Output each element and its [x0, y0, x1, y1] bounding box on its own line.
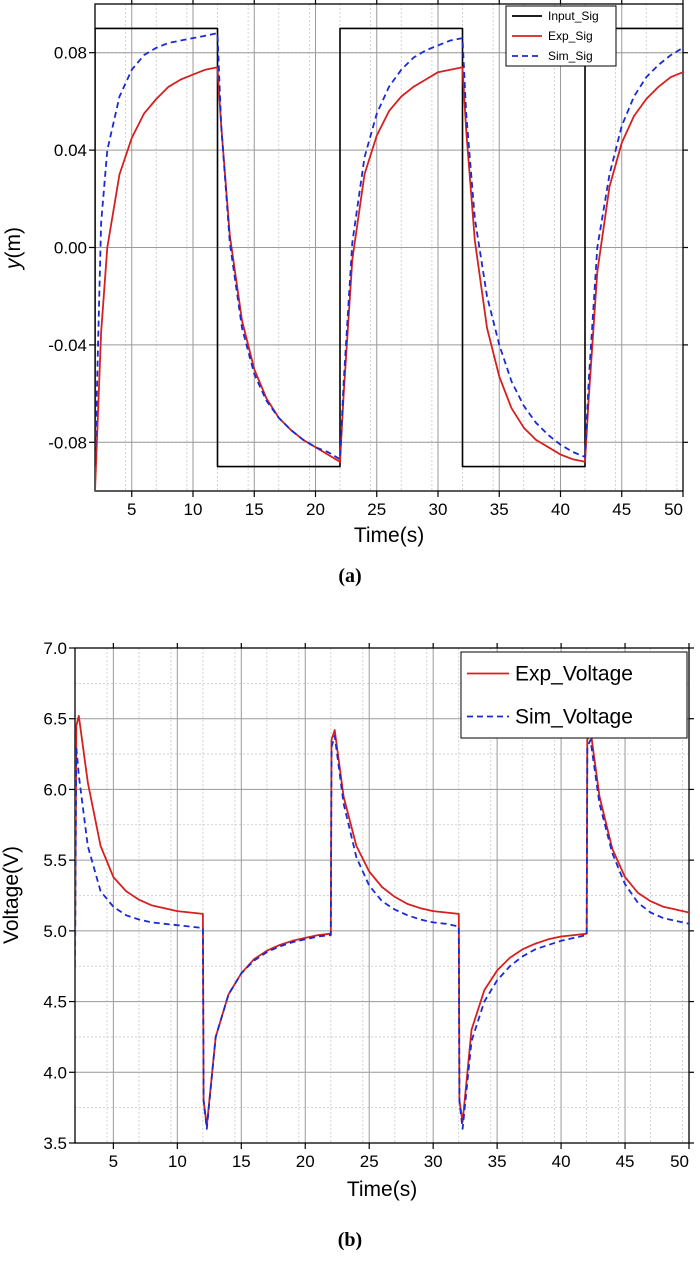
legend-label: Sim_Voltage	[515, 706, 633, 729]
series-line-input-sig	[95, 27, 683, 468]
y-tick-label: 0.00	[54, 239, 87, 258]
x-tick-label: 30	[424, 1152, 443, 1171]
legend: Exp_Voltage Sim_Voltage	[460, 651, 688, 739]
x-axis-title: Time(s)	[347, 1178, 417, 1201]
y-tick-label: 4.0	[43, 1063, 67, 1082]
chart-panel-a: 5 10 15 20 25 30 35 40 45 50 -0.08 -0.04 0.00 0.04 0.0…	[2, 0, 688, 587]
legend-label: Exp_Sig	[548, 29, 593, 43]
x-tick-label: 15	[245, 500, 264, 519]
series-line-sim-voltage	[75, 734, 689, 1130]
x-tick-label: 35	[490, 500, 509, 519]
y-axis-title-var: y	[2, 257, 25, 271]
x-tick-label: 45	[612, 500, 631, 519]
x-tick-label: 5	[109, 1152, 118, 1171]
y-tick-label: 0.04	[54, 141, 87, 160]
series-line-exp-voltage	[75, 715, 689, 1127]
x-tick-label: 30	[429, 500, 448, 519]
y-tick-label: 0.08	[54, 44, 87, 63]
legend: Input_Sig Exp_Sig Sim_Sig	[505, 5, 617, 67]
y-tick-label: 3.5	[43, 1134, 67, 1153]
series-line-sim-sig	[95, 32, 683, 467]
x-tick-label: 10	[168, 1152, 187, 1171]
series-group	[75, 715, 689, 1130]
y-tick-label: 4.5	[43, 993, 67, 1012]
series-line-exp-sig	[95, 66, 683, 491]
legend-box	[460, 651, 688, 739]
x-tick-label: 15	[232, 1152, 251, 1171]
x-tick-label: 50	[670, 1152, 689, 1171]
legend-label: Exp_Voltage	[515, 663, 633, 686]
y-tick-label: -0.08	[48, 433, 87, 452]
x-tick-label: 10	[184, 500, 203, 519]
y-tick-label: 6.5	[43, 710, 67, 729]
legend-label: Input_Sig	[548, 9, 599, 23]
panel-label: (b)	[338, 1229, 362, 1251]
y-tick-label: 7.0	[43, 639, 67, 658]
x-tick-label: 40	[551, 500, 570, 519]
y-axis-title: Voltage(V)	[0, 846, 23, 944]
x-tick-label: 25	[367, 500, 386, 519]
x-tick-label: 20	[306, 500, 325, 519]
x-tick-label: 20	[296, 1152, 315, 1171]
y-tick-label: -0.04	[48, 336, 87, 355]
x-tick-label: 5	[127, 500, 136, 519]
panel-label: (a)	[338, 565, 361, 587]
chart-panel-b: 5 10 15 20 25 30 35 40 45 50 3.5 4.0 4.5 5.0 5.5 6.0 6.5…	[0, 639, 694, 1251]
x-tick-label: 40	[552, 1152, 571, 1171]
y-tick-label: 6.0	[43, 780, 67, 799]
x-tick-label: 25	[360, 1152, 379, 1171]
y-tick-label: 5.0	[43, 922, 67, 941]
y-axis-title: y(m)	[2, 227, 25, 271]
legend-label: Sim_Sig	[548, 49, 593, 63]
series-group	[95, 27, 683, 491]
x-axis-title: Time(s)	[354, 524, 424, 547]
x-tick-label: 45	[616, 1152, 635, 1171]
x-tick-label: 50	[664, 500, 683, 519]
x-tick-label: 35	[488, 1152, 507, 1171]
y-axis-title-unit: (m)	[2, 227, 25, 258]
y-tick-label: 5.5	[43, 851, 67, 870]
